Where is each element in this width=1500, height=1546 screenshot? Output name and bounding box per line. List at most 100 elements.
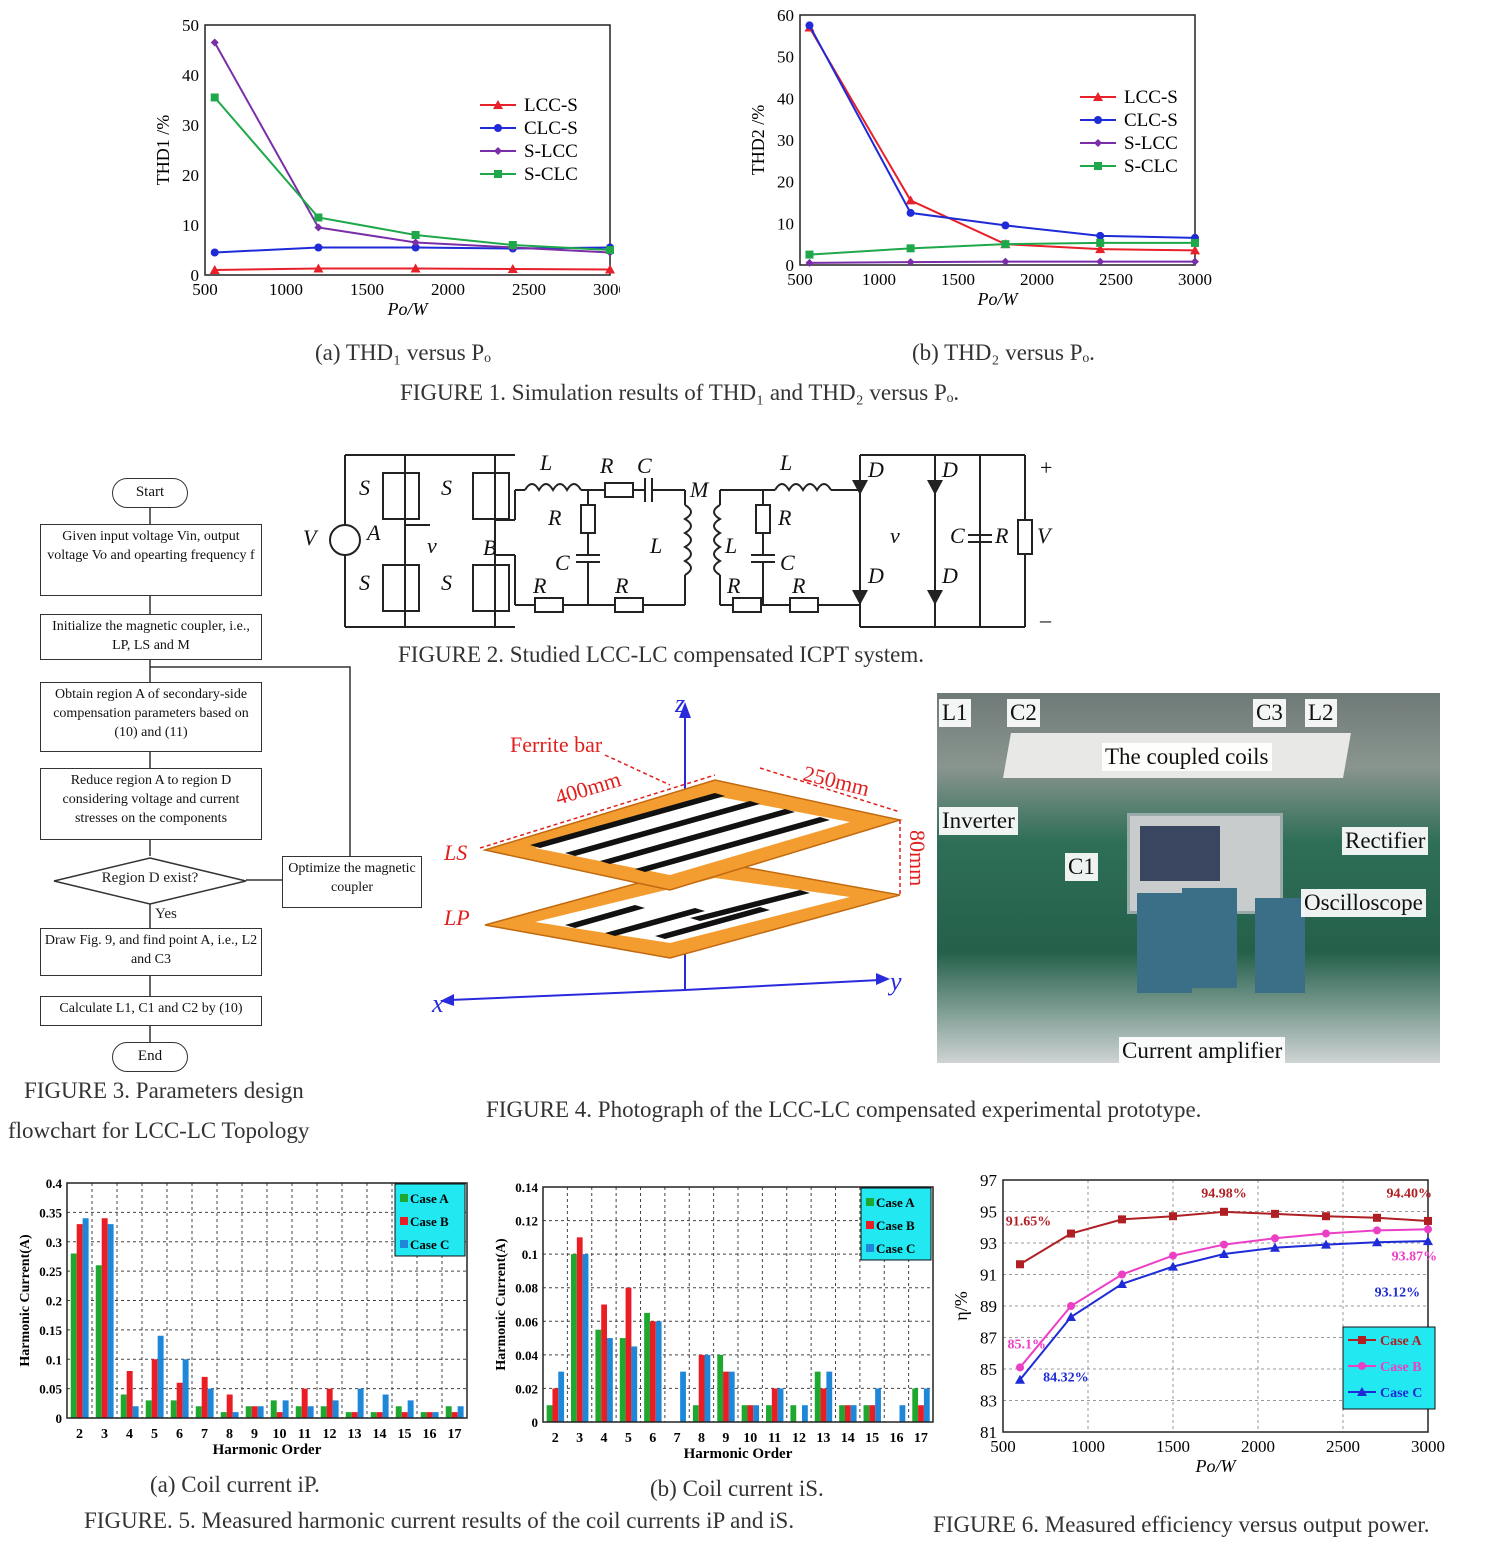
bar: [552, 1388, 559, 1422]
y-axis-label: THD2 /%: [748, 105, 768, 176]
bar: [457, 1406, 464, 1418]
x-tick-label: 5: [625, 1431, 632, 1446]
x-tick-label: 13: [816, 1431, 830, 1446]
bar: [680, 1371, 686, 1422]
bar: [595, 1329, 602, 1422]
svg-text:S: S: [441, 570, 452, 595]
data-point: [1270, 1242, 1280, 1252]
x-tick-label: 13: [348, 1427, 362, 1442]
legend-marker: [494, 124, 502, 132]
series-case b: [1016, 1225, 1432, 1372]
data-point: [508, 241, 517, 249]
x-tick-label: 2500: [1326, 1437, 1360, 1456]
legend: Case A Case B Case C: [394, 1183, 466, 1257]
y-tick-label: 40: [777, 89, 794, 108]
bar: [839, 1405, 845, 1422]
photo-label-coils: The coupled coils: [1102, 743, 1272, 771]
flowchart-step-calculate: Calculate L1, C1 and C2 by (10): [40, 996, 262, 1026]
svg-text:R: R: [994, 523, 1009, 548]
svg-text:R: R: [599, 453, 614, 478]
data-point: [1168, 1261, 1178, 1271]
flowchart-yes-label: Yes: [155, 906, 177, 922]
fig3-flowchart-connectors: [149, 506, 351, 1042]
y-axis-label: Harmonic Current(A): [494, 1238, 509, 1371]
y-tick-label: 0.08: [515, 1281, 538, 1296]
x-tick-label: 500: [787, 270, 813, 289]
fig5a-chart: 0 0.05 0.1 0.15 0.2 0.25 0.3 0.35 0.4 2 3 4 5 6 7 8 9 10 1…: [18, 1176, 468, 1458]
x-tick-label: 500: [192, 280, 218, 299]
data-annotation: 93.87%: [1392, 1249, 1438, 1264]
x-axis-label: Harmonic Order: [684, 1446, 793, 1462]
fig1-caption: FIGURE 1. Simulation results of THD₁ and…: [400, 380, 960, 405]
y-axis-label: THD1 /%: [153, 115, 173, 186]
legend-entry: Case A: [1380, 1334, 1423, 1349]
x-tick-label: 4: [126, 1427, 133, 1442]
svg-text:R: R: [726, 573, 741, 598]
legend-marker: [494, 147, 502, 155]
bar: [307, 1406, 314, 1418]
fig1a-subcaption: (a) THD₁ versus Pₒ: [315, 340, 491, 365]
y-tick-label: 0.1: [522, 1247, 538, 1262]
legend-entry: Case A: [410, 1191, 449, 1206]
x-tick-label: 16: [889, 1431, 903, 1446]
y-tick-label: 97: [980, 1171, 998, 1190]
svg-text:M: M: [689, 477, 710, 502]
x-tick-label: 1500: [941, 270, 975, 289]
svg-text:V: V: [1037, 523, 1053, 548]
x-tick-label: 15: [865, 1431, 879, 1446]
svg-text:R: R: [532, 573, 547, 598]
svg-text:C: C: [950, 523, 965, 548]
bar: [132, 1406, 139, 1418]
svg-text:D: D: [867, 563, 884, 588]
legend-swatch: [866, 1198, 874, 1206]
data-point: [410, 263, 421, 273]
fig1a-chart: 500 1000 1500 2000 2500 3000 0 10 20 30 40 50 Po/W TH…: [153, 16, 620, 319]
bar: [407, 1400, 414, 1418]
y-tick-label: 0: [786, 256, 795, 275]
fig6-chart: 500 1000 1500 2000 2500 3000 81 83 85 87 89 91 93 95 9…: [951, 1171, 1445, 1476]
x-tick-label: 14: [373, 1427, 387, 1442]
bar: [869, 1405, 876, 1422]
x-tick-label: 11: [768, 1431, 781, 1446]
series-s-lcc: [805, 257, 1199, 267]
bar: [619, 1338, 626, 1422]
bar: [826, 1371, 833, 1422]
bar: [126, 1371, 133, 1418]
bar: [382, 1394, 389, 1418]
series-case-c: [82, 1218, 464, 1418]
fig4-caption: FIGURE 4. Photograph of the LCC-LC compe…: [486, 1097, 1202, 1122]
fig3-caption-line1: FIGURE 3. Parameters design: [24, 1078, 304, 1103]
legend-entry: CLC-S: [1124, 110, 1178, 131]
legend-entry: CLC-S: [524, 118, 578, 139]
flowchart-step-region-a: Obtain region A of secondary-side compen…: [40, 682, 262, 752]
bar: [445, 1406, 452, 1418]
bar: [850, 1405, 857, 1422]
bar: [766, 1405, 772, 1422]
x-tick-label: 11: [298, 1427, 311, 1442]
data-annotation: 85.1%: [1008, 1338, 1047, 1353]
bar: [644, 1312, 650, 1422]
x-tick-label: 2000: [1020, 270, 1054, 289]
photo-label-l2: L2: [1305, 699, 1337, 727]
data-point: [1016, 1363, 1024, 1372]
y-tick-label: 0.35: [39, 1205, 62, 1220]
bar: [728, 1371, 735, 1422]
series-case-a: [70, 1253, 452, 1418]
svg-text:D: D: [941, 563, 958, 588]
legend-marker: [1094, 116, 1102, 124]
x-tick-label: 10: [273, 1427, 287, 1442]
data-point: [1322, 1229, 1330, 1238]
y-tick-label: 0.12: [515, 1214, 538, 1229]
svg-text:v: v: [427, 533, 437, 558]
fig5a-subcaption: (a) Coil current iP.: [150, 1472, 320, 1497]
y-tick-label: 87: [980, 1329, 998, 1348]
data-point: [805, 250, 814, 259]
height-80-label: 80mm: [905, 830, 930, 886]
y-tick-label: 0.15: [39, 1323, 62, 1338]
photo-label-l1: L1: [939, 699, 971, 727]
legend: Case A Case B Case C: [1342, 1326, 1436, 1410]
x-tick-label: 7: [674, 1431, 681, 1446]
bar: [276, 1412, 283, 1418]
data-point: [1373, 1226, 1381, 1235]
x-tick-label: 3000: [1411, 1437, 1445, 1456]
